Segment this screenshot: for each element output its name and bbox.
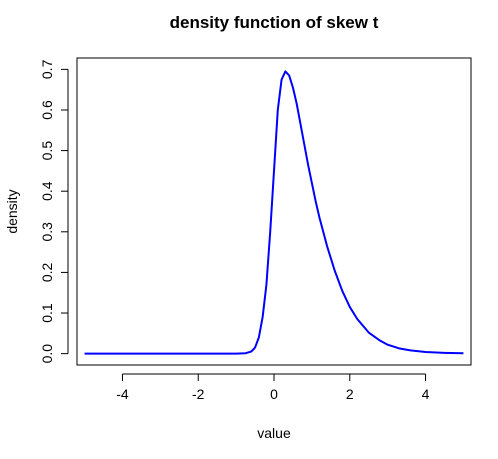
x-axis-label: value bbox=[257, 425, 291, 441]
y-axis-label: density bbox=[4, 189, 20, 233]
x-tick-label: 4 bbox=[422, 386, 430, 402]
x-tick-label: 2 bbox=[346, 386, 354, 402]
y-tick-label: 0.0 bbox=[39, 344, 55, 364]
y-tick-label: 0.3 bbox=[39, 222, 55, 242]
y-tick-label: 0.2 bbox=[39, 262, 55, 282]
y-axis: 0.0 0.1 0.2 0.3 0.4 0.5 0.6 0.7 bbox=[39, 59, 69, 364]
x-tick-label: 0 bbox=[270, 386, 278, 402]
y-tick-label: 0.7 bbox=[39, 59, 55, 79]
y-tick-label: 0.6 bbox=[39, 100, 55, 120]
y-tick-label: 0.4 bbox=[39, 181, 55, 201]
x-tick-label: -4 bbox=[116, 386, 129, 402]
y-tick-label: 0.5 bbox=[39, 141, 55, 161]
x-axis: -4 -2 0 2 4 bbox=[116, 373, 430, 402]
plot-frame bbox=[76, 57, 472, 366]
series-line-density bbox=[84, 70, 464, 355]
y-tick-label: 0.1 bbox=[39, 303, 55, 323]
x-tick-label: -2 bbox=[192, 386, 205, 402]
chart-title: density function of skew t bbox=[170, 13, 379, 32]
